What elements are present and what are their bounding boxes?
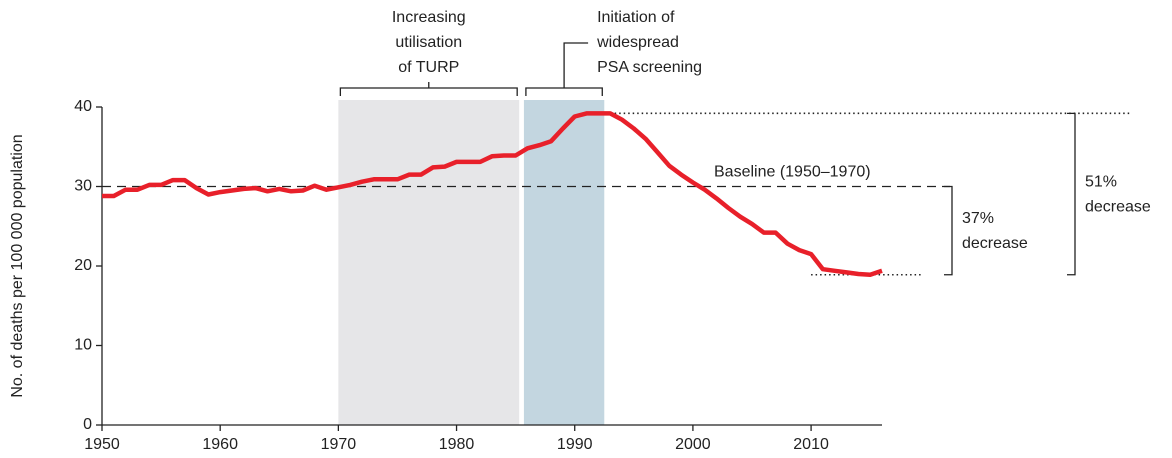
x-tick-label: 1990 [557,436,593,453]
shaded-region [523,100,605,425]
x-tick-label: 2010 [793,436,829,453]
x-tick-label: 2000 [675,436,711,453]
annotation-label: decrease [1085,198,1151,215]
region-label: PSA screening [597,59,702,76]
region-label: Increasing [392,9,466,26]
region-label: utilisation [395,34,462,51]
x-tick-label: 1980 [439,436,475,453]
region-label: widespread [596,34,679,51]
y-axis-label: No. of deaths per 100 000 population [9,134,26,397]
x-tick-label: 1960 [202,436,238,453]
x-tick-label: 1950 [84,436,120,453]
annotation-bracket [944,185,953,276]
leader-line [563,42,589,82]
annotation-label: decrease [962,235,1028,252]
data-line [102,111,883,277]
y-tick-label: 30 [74,178,92,195]
region-label: of TURP [398,59,459,76]
x-tick-label: 1970 [321,436,357,453]
annotation-bracket [1067,112,1076,276]
region-label: Initiation of [597,9,675,26]
y-tick-label: 0 [83,416,92,433]
bracket [339,82,518,96]
bracket [525,82,603,96]
annotation-label: 51% [1085,173,1117,190]
baseline-label: Baseline (1950–1970) [714,164,871,181]
y-tick-label: 20 [74,257,92,274]
shaded-region [338,100,520,425]
annotation-label: 37% [962,210,994,227]
y-tick-label: 10 [74,337,92,354]
y-tick-label: 40 [74,98,92,115]
